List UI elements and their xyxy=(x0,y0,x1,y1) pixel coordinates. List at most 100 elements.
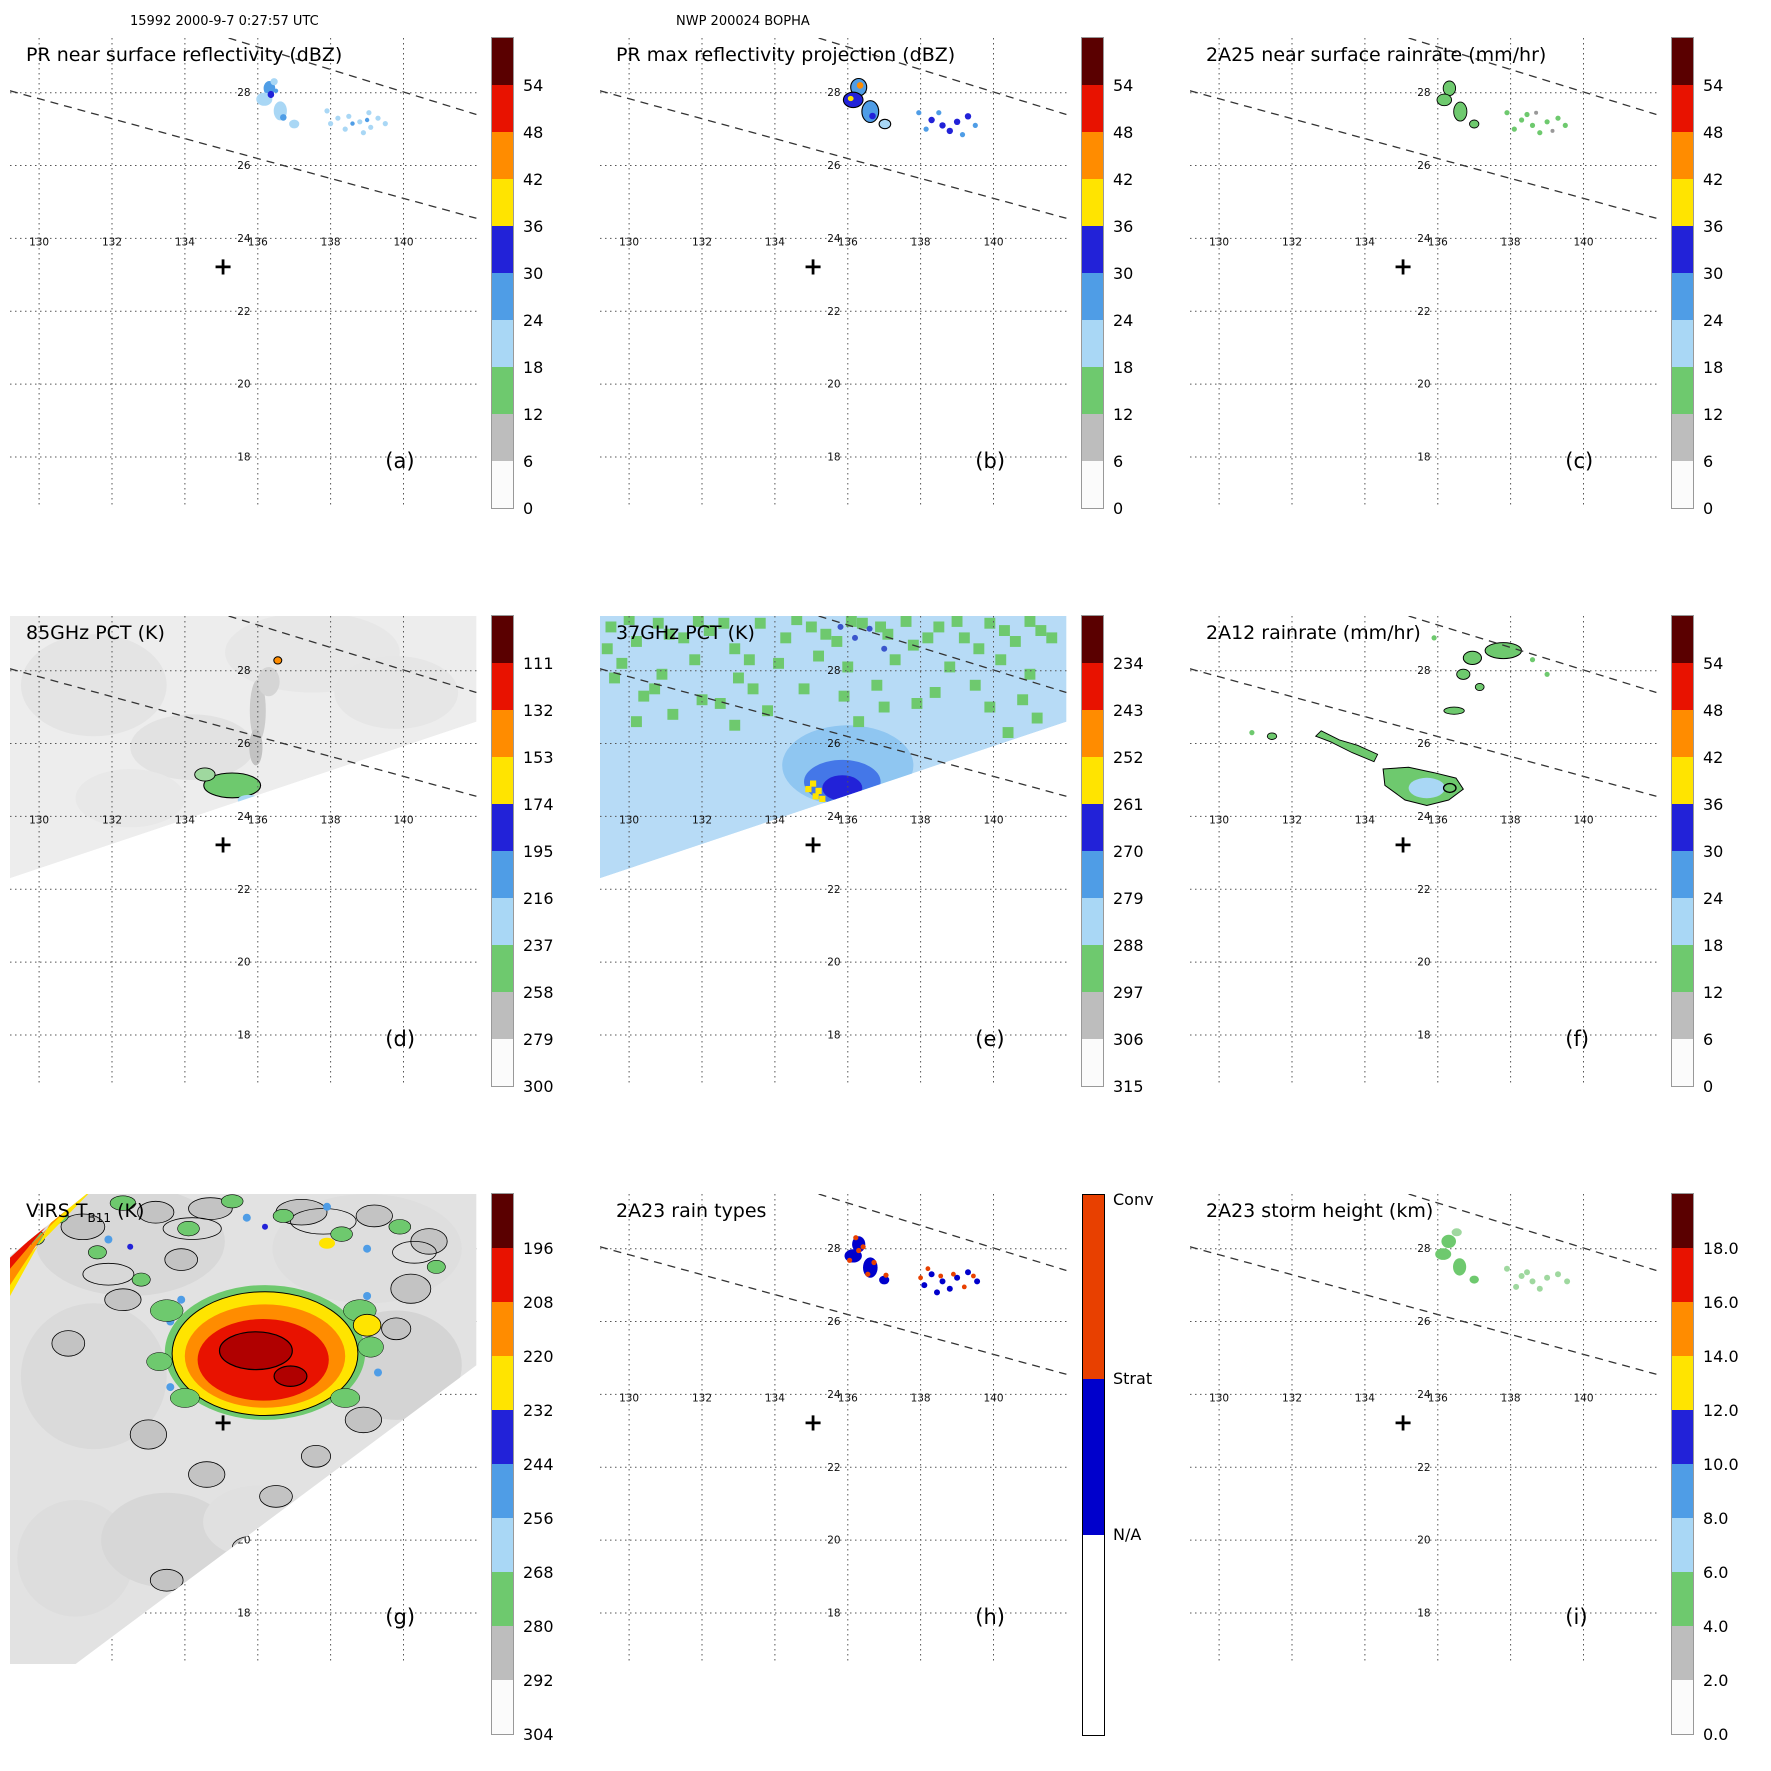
swath-layer xyxy=(10,616,477,879)
colorbar-f xyxy=(1671,615,1694,1087)
colorbar-tick-label: 0 xyxy=(523,499,534,518)
map-b: 130 132 134 136 138 140 28 26 24 22 20 18 + (b) xyxy=(600,38,1070,508)
overlay-layer xyxy=(10,616,477,797)
panel-title-b: PR max reflectivity projection (dBZ) xyxy=(616,44,956,66)
colorbar-labels-f: 54 48 42 36 30 24 18 12 6 0 xyxy=(1703,602,1767,1179)
colorbar-segment xyxy=(1672,1680,1693,1734)
colorbar-segment xyxy=(1672,85,1693,132)
svg-text:136: 136 xyxy=(838,1393,858,1405)
granule-id-header: 15992 2000-9-7 0:27:57 UTC xyxy=(130,14,319,29)
svg-text:134: 134 xyxy=(765,1393,785,1405)
panel-letter-h: (h) xyxy=(975,1605,1005,1629)
colorbar-segment xyxy=(1672,461,1693,508)
svg-text:26: 26 xyxy=(827,1316,841,1328)
colorbar-tick-label: 0 xyxy=(1703,1077,1714,1096)
colorbar-segment xyxy=(492,1626,513,1680)
colorbar-segment xyxy=(1672,1039,1693,1086)
colorbar-tick-label: 48 xyxy=(1113,123,1134,142)
svg-text:130: 130 xyxy=(619,1393,639,1405)
colorbar-tick-label: 24 xyxy=(1113,311,1134,330)
storm-center-mark: + xyxy=(213,253,233,281)
storm-center-mark: + xyxy=(1393,253,1413,281)
colorbar-tick-label: 288 xyxy=(1113,936,1144,955)
svg-text:136: 136 xyxy=(1428,237,1448,249)
axis-tick-labels: 130 132 134 136 138 140 28 26 24 22 20 18 xyxy=(619,665,1003,1041)
colorbar-tick-label: 153 xyxy=(523,748,554,767)
svg-text:138: 138 xyxy=(911,237,931,249)
colorbar-segment xyxy=(1672,320,1693,367)
svg-text:24: 24 xyxy=(827,811,841,823)
svg-text:132: 132 xyxy=(1282,1393,1302,1405)
colorbar-segment xyxy=(1082,273,1103,320)
panel-e: 130 132 134 136 138 140 28 26 24 22 20 18 + (e) 37GHz … xyxy=(590,602,1180,1179)
colorbar-labels-d: 111 132 153 174 195 216 237 258 279 300 xyxy=(523,602,587,1179)
svg-text:28: 28 xyxy=(827,1243,840,1255)
colorbar-tick-label: 208 xyxy=(523,1293,554,1312)
svg-text:132: 132 xyxy=(102,237,122,249)
map-grid xyxy=(10,38,480,508)
colorbar-segment xyxy=(492,804,513,851)
colorbar-segment xyxy=(492,616,513,663)
colorbar-tick-label: 10.0 xyxy=(1703,1455,1739,1474)
colorbar-g xyxy=(491,1193,514,1735)
svg-text:18: 18 xyxy=(237,1030,250,1042)
swath-layer xyxy=(10,1194,477,1664)
svg-text:24: 24 xyxy=(827,233,841,245)
colorbar-segment xyxy=(1672,367,1693,414)
colorbar-tick-label: 30 xyxy=(1703,842,1724,861)
svg-text:138: 138 xyxy=(321,237,341,249)
svg-text:132: 132 xyxy=(692,237,712,249)
svg-text:130: 130 xyxy=(619,237,639,249)
panel-c: 130 132 134 136 138 140 28 26 24 22 20 18 + (c) 2A25 n… xyxy=(1180,24,1770,601)
colorbar-segment xyxy=(492,367,513,414)
panel-letter-g: (g) xyxy=(385,1605,415,1629)
svg-text:20: 20 xyxy=(827,1535,840,1547)
svg-text:136: 136 xyxy=(1428,815,1448,827)
colorbar-tick-label: 244 xyxy=(523,1455,554,1474)
svg-text:134: 134 xyxy=(175,815,195,827)
colorbar-tick-label: 18 xyxy=(523,358,544,377)
colorbar-tick-label: 8.0 xyxy=(1703,1509,1729,1528)
axis-tick-labels: 130 132 134 136 138 140 28 26 24 22 20 18 xyxy=(29,665,413,1041)
colorbar-tick-label: 18 xyxy=(1703,358,1724,377)
svg-text:130: 130 xyxy=(29,237,49,249)
colorbar-segment xyxy=(1082,663,1103,710)
svg-text:24: 24 xyxy=(1417,811,1431,823)
svg-text:138: 138 xyxy=(911,815,931,827)
colorbar-segment xyxy=(1672,1626,1693,1680)
colorbar-segment xyxy=(1672,710,1693,757)
svg-text:132: 132 xyxy=(102,815,122,827)
colorbar-tick-label: 36 xyxy=(523,217,544,236)
colorbar-segment xyxy=(1082,851,1103,898)
svg-text:140: 140 xyxy=(1573,237,1593,249)
features-layer xyxy=(844,1235,981,1296)
colorbar-tick-label: 0 xyxy=(1113,499,1124,518)
colorbar-tick-label: 16.0 xyxy=(1703,1293,1739,1312)
svg-text:22: 22 xyxy=(237,884,250,896)
svg-text:26: 26 xyxy=(1417,1316,1431,1328)
panel-title-h: 2A23 rain types xyxy=(616,1200,767,1222)
svg-text:20: 20 xyxy=(1417,1535,1430,1547)
svg-text:18: 18 xyxy=(827,452,840,464)
colorbar-segment xyxy=(492,663,513,710)
features-layer xyxy=(256,78,388,136)
panel-letter-i: (i) xyxy=(1565,1605,1587,1629)
svg-text:20: 20 xyxy=(827,379,840,391)
svg-text:18: 18 xyxy=(1417,1608,1430,1620)
svg-text:132: 132 xyxy=(692,1393,712,1405)
colorbar-segment xyxy=(1083,1535,1104,1735)
colorbar-tick-label: 304 xyxy=(523,1725,554,1744)
storm-name-header: NWP 200024 BOPHA xyxy=(676,14,810,29)
overlay-layer xyxy=(10,38,477,219)
panel-letter-b: (b) xyxy=(975,449,1005,473)
svg-text:138: 138 xyxy=(1501,815,1521,827)
svg-text:26: 26 xyxy=(1417,160,1431,172)
colorbar-label: N/A xyxy=(1113,1525,1142,1545)
colorbar-segment xyxy=(492,1518,513,1572)
features-layer xyxy=(1436,80,1568,136)
colorbar-tick-label: 270 xyxy=(1113,842,1144,861)
colorbar-tick-label: 252 xyxy=(1113,748,1144,767)
colorbar-label: Strat xyxy=(1113,1368,1153,1388)
colorbar-labels-h: Conv Strat N/A xyxy=(1113,1180,1177,1757)
colorbar-tick-label: 30 xyxy=(523,264,544,283)
